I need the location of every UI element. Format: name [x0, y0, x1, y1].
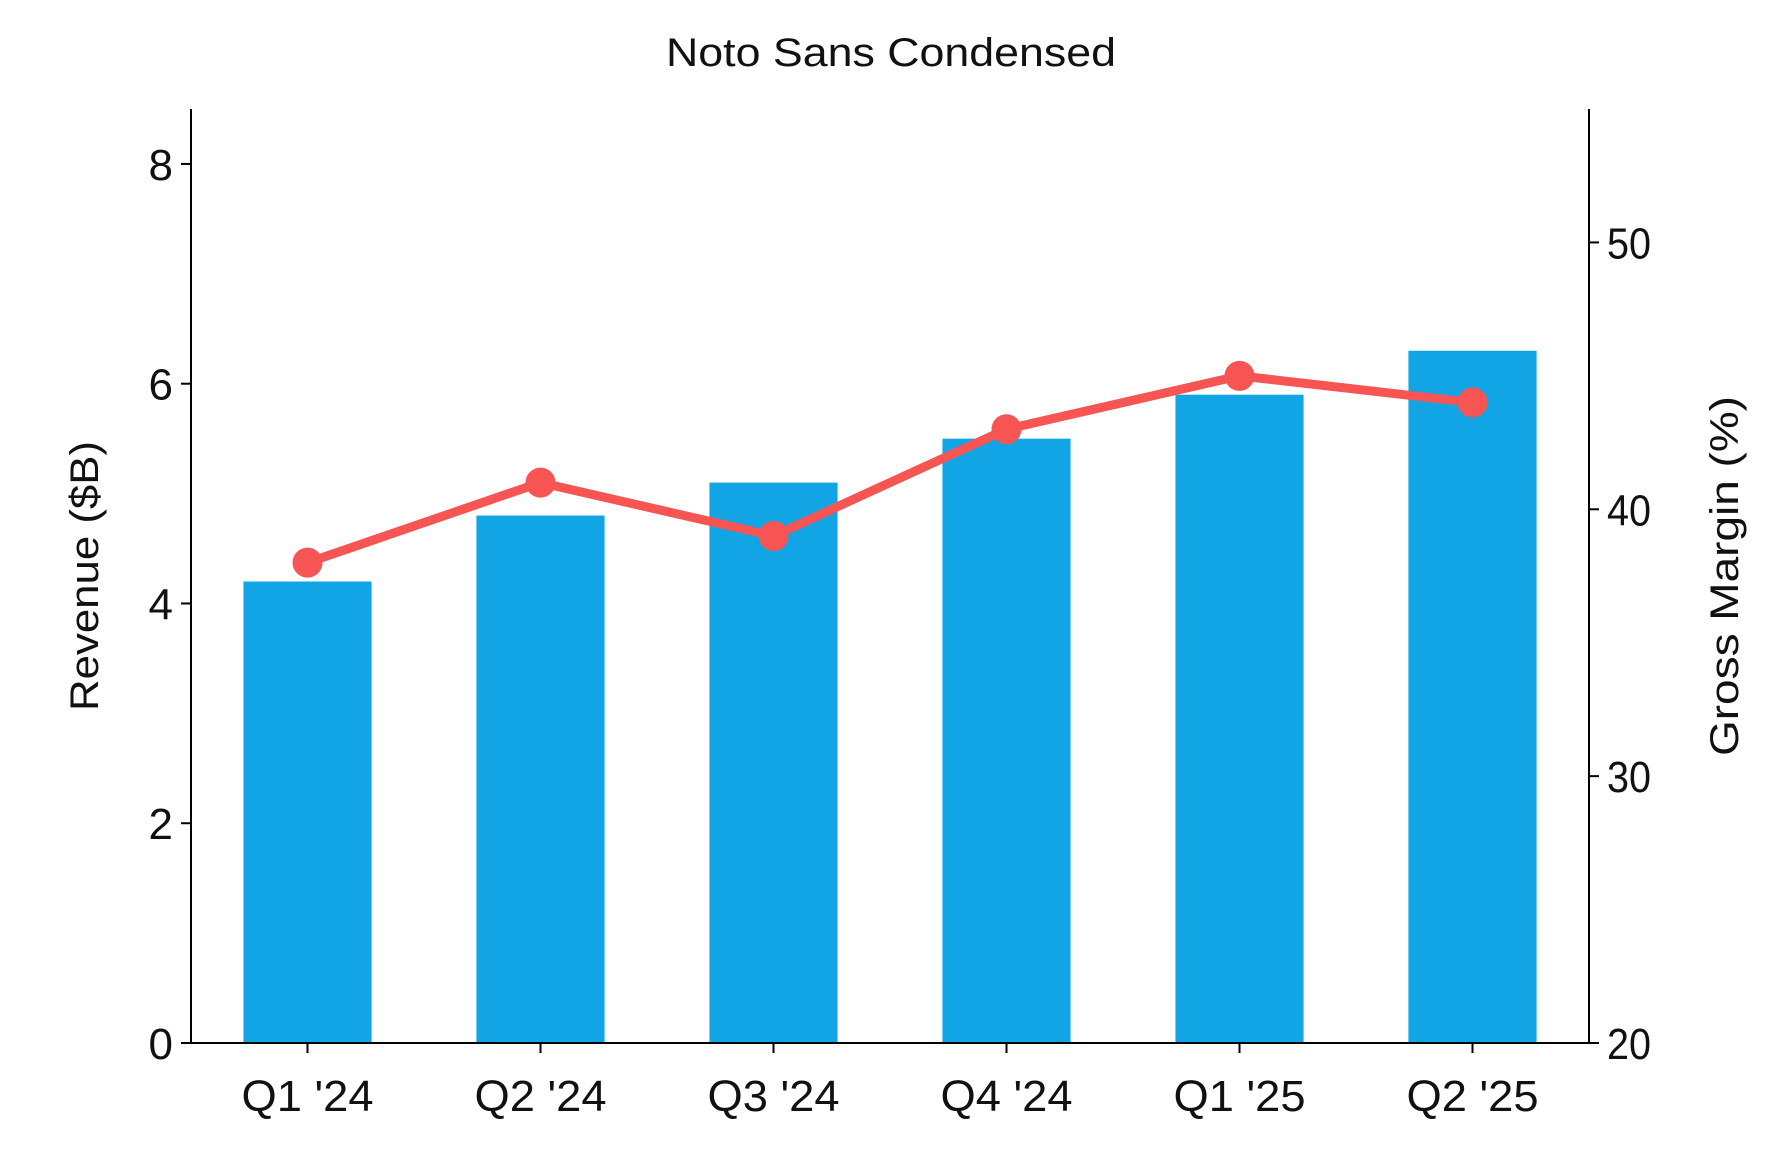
y-tick-label: 8	[149, 141, 173, 190]
y2-tick-label: 20	[1607, 1020, 1651, 1069]
margin-point-4	[1224, 360, 1255, 391]
chart-title: Noto Sans Condensed	[666, 31, 1116, 75]
margin-point-0	[292, 547, 323, 578]
x-tick-label: Q2 '25	[1407, 1072, 1539, 1121]
y-tick-label: 6	[149, 361, 173, 410]
y-axis-label: Revenue ($B)	[63, 441, 107, 711]
margin-point-5	[1457, 387, 1488, 418]
bar-4	[1175, 394, 1304, 1044]
y2-tick-label: 40	[1607, 486, 1651, 535]
y2-tick-label: 30	[1607, 753, 1651, 802]
bar-5	[1408, 350, 1537, 1043]
bar-1	[476, 515, 605, 1043]
x-tick-label: Q1 '24	[242, 1072, 374, 1121]
y2-tick-label: 50	[1607, 219, 1651, 268]
margin-point-1	[525, 467, 556, 498]
bar-2	[709, 482, 838, 1044]
x-tick-label: Q1 '25	[1174, 1072, 1306, 1121]
x-tick-label: Q2 '24	[475, 1072, 607, 1121]
bar-0	[243, 581, 372, 1043]
y-tick-label: 2	[149, 800, 173, 849]
bar-3	[942, 438, 1071, 1043]
x-tick-label: Q3 '24	[708, 1072, 840, 1121]
margin-point-3	[991, 414, 1022, 445]
y2-axis-label: Gross Margin (%)	[1703, 396, 1747, 756]
y-tick-label: 4	[149, 580, 173, 629]
margin-point-2	[758, 520, 789, 551]
y-tick-label: 0	[149, 1020, 173, 1069]
x-tick-label: Q4 '24	[941, 1072, 1073, 1121]
margin-line	[306, 371, 1474, 567]
